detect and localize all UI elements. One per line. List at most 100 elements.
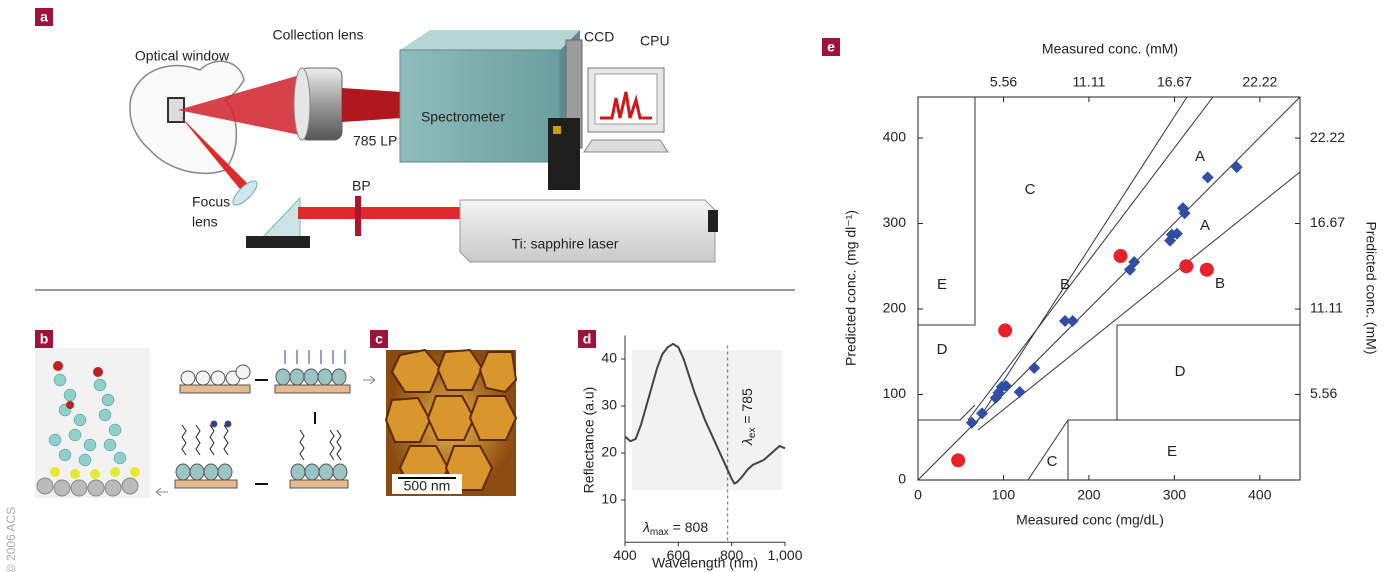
point bbox=[1178, 207, 1191, 220]
laser-port bbox=[708, 210, 718, 232]
x-tick-label: 1,000 bbox=[767, 547, 802, 563]
point bbox=[1179, 259, 1194, 274]
x-axis-label: Measured conc (mg/dL) bbox=[1016, 512, 1164, 528]
x-tick-label: 100 bbox=[992, 487, 1016, 503]
data-line bbox=[624, 342, 786, 485]
plot-background bbox=[632, 350, 782, 490]
scale-bar-label: 500 nm bbox=[404, 478, 451, 494]
zone-label: E bbox=[1167, 443, 1177, 460]
spectrometer bbox=[399, 49, 561, 163]
point bbox=[1013, 385, 1026, 398]
annotation-symbol: λ bbox=[739, 438, 755, 446]
label: Optical window bbox=[135, 48, 230, 64]
y-tick-label: 300 bbox=[883, 214, 907, 230]
y2-tick-label: 22.22 bbox=[1310, 129, 1345, 145]
zone-label: A bbox=[1200, 217, 1210, 234]
zone-label: E bbox=[937, 276, 947, 293]
focus-lens bbox=[232, 180, 258, 206]
x-tick-label: 200 bbox=[1077, 487, 1101, 503]
label: lens bbox=[192, 214, 218, 230]
assembly-scheme bbox=[155, 350, 376, 497]
y2-tick-label: 11.11 bbox=[1310, 300, 1343, 316]
y-tick-label: 10 bbox=[601, 491, 617, 507]
x2-tick-label: 11.11 bbox=[1072, 74, 1105, 90]
point bbox=[1170, 227, 1183, 240]
prism bbox=[260, 196, 301, 239]
y-tick-label: 0 bbox=[898, 471, 906, 487]
panel-label-box bbox=[35, 330, 53, 348]
x2-tick-label: 22.22 bbox=[1242, 74, 1277, 90]
label: BP bbox=[352, 178, 371, 194]
y-tick-label: 20 bbox=[601, 444, 617, 460]
panel-label-box bbox=[822, 38, 840, 56]
point bbox=[998, 323, 1013, 338]
point bbox=[951, 453, 966, 468]
annotation-subscript: max bbox=[650, 527, 669, 538]
beam bbox=[342, 88, 402, 122]
zone-label: D bbox=[1175, 363, 1186, 380]
y-axis-label: Reflectance (a.u) bbox=[581, 387, 597, 494]
x-axis-label: Wavelength (nm) bbox=[652, 555, 758, 571]
point bbox=[976, 407, 989, 420]
bp-filter bbox=[355, 196, 361, 236]
panel-label-box bbox=[370, 330, 388, 348]
plot-frame bbox=[917, 96, 1301, 481]
label: Spectrometer bbox=[421, 109, 505, 125]
point bbox=[965, 416, 978, 429]
point bbox=[1201, 171, 1214, 184]
zone-label: C bbox=[1047, 453, 1058, 470]
x2-tick-label: 16.67 bbox=[1157, 74, 1192, 90]
label: CPU bbox=[640, 33, 670, 49]
point bbox=[1199, 262, 1214, 277]
annotation: λmax = 808 bbox=[642, 519, 708, 538]
afm-image bbox=[384, 348, 518, 496]
panel-label-box bbox=[35, 8, 53, 26]
x-tick-label: 400 bbox=[1248, 487, 1272, 503]
panel-label: a bbox=[40, 9, 48, 25]
zone-label: B bbox=[1060, 276, 1070, 293]
point bbox=[1058, 314, 1071, 327]
zone-label: C bbox=[1025, 181, 1036, 198]
x-tick-label: 0 bbox=[914, 487, 922, 503]
copyright: © 2006 ACS bbox=[4, 507, 18, 572]
point bbox=[1000, 379, 1013, 392]
y2-tick-label: 5.56 bbox=[1310, 385, 1337, 401]
y-tick-label: 400 bbox=[883, 129, 907, 145]
beam bbox=[180, 116, 252, 194]
point bbox=[1230, 161, 1243, 174]
laser bbox=[459, 199, 716, 263]
point bbox=[1128, 255, 1141, 268]
label: 785 LP bbox=[353, 133, 397, 149]
annotation-symbol: λ bbox=[642, 519, 650, 535]
y-tick-label: 100 bbox=[883, 385, 907, 401]
beam bbox=[298, 207, 462, 219]
x-tick-label: 400 bbox=[613, 547, 637, 563]
prism-base bbox=[246, 236, 310, 248]
panel-label: e bbox=[827, 39, 835, 55]
panel-label-box bbox=[578, 330, 596, 348]
spectrometer-top bbox=[400, 30, 580, 50]
y-tick-label: 40 bbox=[601, 350, 617, 366]
zone-label: B bbox=[1215, 275, 1225, 292]
x2-tick-label: 5.56 bbox=[990, 74, 1017, 90]
screen-spectrum bbox=[600, 91, 652, 120]
zone-label: D bbox=[937, 341, 948, 358]
point bbox=[1113, 249, 1128, 264]
led bbox=[553, 126, 561, 134]
zone-label: A bbox=[1195, 148, 1205, 165]
x-tick-label: 600 bbox=[667, 547, 691, 563]
annotation-subscript: ex bbox=[747, 428, 758, 439]
label: CCD bbox=[584, 29, 614, 45]
label: Ti: sapphire laser bbox=[512, 236, 619, 252]
keyboard bbox=[583, 139, 669, 153]
panel-label: d bbox=[583, 331, 592, 347]
annotation-text: = 785 bbox=[739, 388, 755, 428]
panel-label: c bbox=[375, 331, 383, 347]
cpu-tower bbox=[548, 118, 580, 190]
label: Focus bbox=[192, 194, 230, 210]
y-tick-label: 200 bbox=[883, 300, 907, 316]
lens-face bbox=[293, 67, 311, 141]
y2-tick-label: 16.67 bbox=[1310, 214, 1345, 230]
